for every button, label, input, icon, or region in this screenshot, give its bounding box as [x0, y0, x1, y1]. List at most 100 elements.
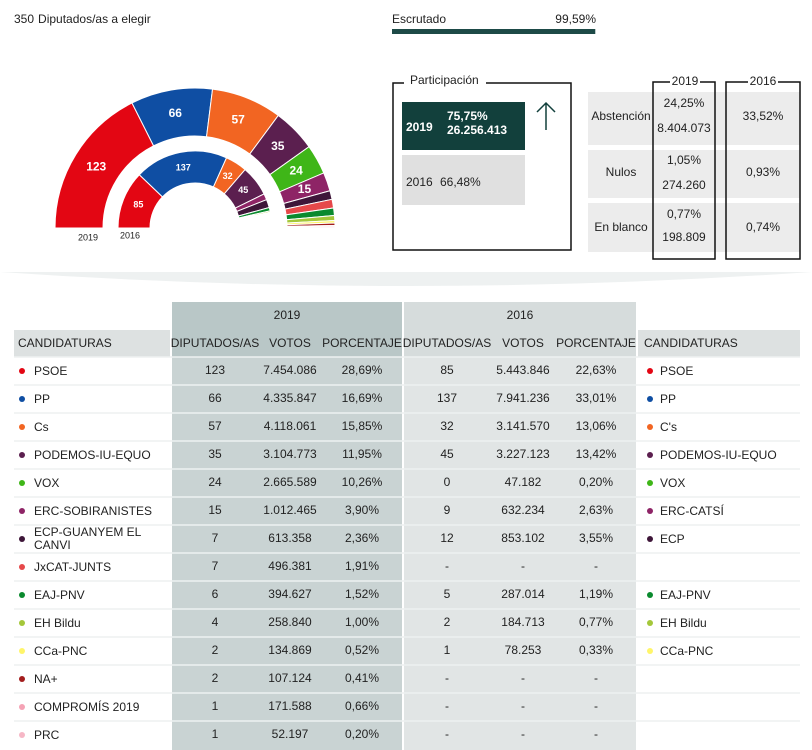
party-dot	[647, 424, 653, 430]
name-cell: VOX	[660, 475, 686, 490]
summary-year: 2016	[750, 74, 777, 88]
summary-year: 2019	[672, 74, 699, 88]
cell: 4	[212, 615, 219, 629]
column-header: CANDIDATURAS	[18, 336, 112, 350]
party-name: EH Bildu	[34, 615, 81, 630]
cell: -	[594, 727, 598, 741]
cell: 394.627	[268, 587, 312, 601]
name-cell: EH Bildu	[34, 615, 81, 630]
cell: -	[594, 559, 598, 573]
col-2016-bg	[404, 302, 636, 750]
name-cell: ERC-SOBIRANISTES	[34, 503, 153, 518]
cell: 45	[440, 447, 454, 461]
scrutiny-label: Escrutado	[392, 12, 446, 26]
cell: 1	[444, 643, 451, 657]
title-gap	[748, 76, 778, 88]
name-cell: PSOE	[34, 363, 68, 378]
party-name: EAJ-PNV	[34, 587, 85, 602]
party-dot	[19, 620, 25, 626]
party-name: VOX	[34, 475, 60, 490]
cell: 5	[444, 587, 451, 601]
party-dot	[19, 452, 25, 458]
cell: 1,19%	[579, 587, 613, 601]
party-dot	[19, 648, 25, 654]
scrutiny-value: 99,59%	[555, 12, 596, 26]
cell: -	[445, 671, 449, 685]
party-name: ERC-SOBIRANISTES	[34, 503, 153, 518]
column-header: VOTOS	[269, 336, 311, 350]
summary-row-bg	[588, 203, 800, 252]
cell: 1,52%	[345, 587, 379, 601]
summary-votes: 274.260	[662, 178, 706, 192]
name-cell: ECP-GUANYEM EL CANVI	[34, 525, 141, 552]
party-dot	[19, 704, 25, 710]
head-2016-bg	[404, 302, 636, 357]
cell: 22,63%	[576, 363, 617, 377]
cell: 107.124	[268, 671, 312, 685]
name-cell: JxCAT-JUNTS	[34, 559, 112, 574]
party-name: JxCAT-JUNTS	[34, 559, 112, 574]
hemicycle-label: 2016	[120, 230, 140, 240]
participation-title: Participación	[410, 73, 479, 87]
cell: 9	[444, 503, 451, 517]
party-dot	[19, 508, 25, 514]
summary-row-bg	[588, 150, 800, 198]
cell: 13,06%	[576, 419, 617, 433]
name-cell: PSOE	[660, 363, 694, 378]
header-bg	[638, 330, 800, 357]
name-cell: NA+	[34, 671, 58, 686]
name-cell: ERC-CATSÍ	[660, 504, 724, 517]
votes: 26.256.413	[447, 123, 507, 137]
party-name: PODEMOS-IU-EQUO	[660, 447, 777, 462]
party-dot	[647, 648, 653, 654]
party-dot	[647, 536, 653, 542]
cell: 3.141.570	[496, 419, 550, 433]
party-name: CCa-PNC	[34, 643, 88, 658]
name-cell: CCa-PNC	[660, 644, 713, 657]
cell: -	[445, 699, 449, 713]
percent: 75,75%	[447, 109, 488, 123]
cell: 33,01%	[576, 391, 617, 405]
cell: 853.102	[501, 531, 545, 545]
cell: 78.253	[505, 643, 542, 657]
column-header: CANDIDATURAS	[644, 336, 738, 350]
cell: 496.381	[268, 559, 312, 573]
cell: 4.118.061	[264, 419, 317, 433]
seat-label: 32	[223, 171, 233, 181]
participation-2019	[402, 102, 525, 150]
name-cell: PRC	[34, 728, 59, 741]
party-name: PSOE	[34, 363, 68, 378]
cell: 5.443.846	[496, 363, 550, 377]
summary-pct: 24,25%	[664, 96, 705, 110]
header-bg	[14, 330, 170, 357]
cell: -	[521, 727, 525, 741]
cell: 11,95%	[342, 447, 382, 461]
cell: 7	[212, 531, 219, 545]
cell: 613.358	[268, 531, 312, 545]
cell: 2,36%	[345, 531, 379, 545]
year-header: 2016	[507, 308, 534, 322]
party-name: ECP-GUANYEM EL CANVI	[34, 525, 141, 552]
cell: 57	[208, 419, 222, 433]
title-gap	[404, 74, 486, 90]
column-header: VOTOS	[502, 336, 544, 350]
party-name: NA+	[34, 671, 58, 686]
cell: 16,69%	[342, 391, 383, 405]
party-name: PSOE	[660, 363, 694, 378]
cell: 171.588	[268, 699, 312, 713]
summary-pct: 0,74%	[746, 220, 780, 234]
seat-label: 24	[289, 163, 303, 177]
summary-pct: 0,77%	[667, 207, 701, 221]
cell: 2	[212, 671, 219, 685]
party-name: VOX	[660, 475, 686, 490]
column-header: PORCENTAJE	[556, 336, 636, 350]
column-header: DIPUTADOS/AS	[171, 336, 259, 350]
party-name: C's	[660, 419, 677, 434]
party-dot	[647, 592, 653, 598]
cell: 0,77%	[579, 615, 613, 629]
cell: 12	[440, 531, 454, 545]
cell: 7.941.236	[496, 391, 550, 405]
name-cell: CCa-PNC	[34, 643, 88, 658]
party-name: PP	[34, 391, 51, 406]
